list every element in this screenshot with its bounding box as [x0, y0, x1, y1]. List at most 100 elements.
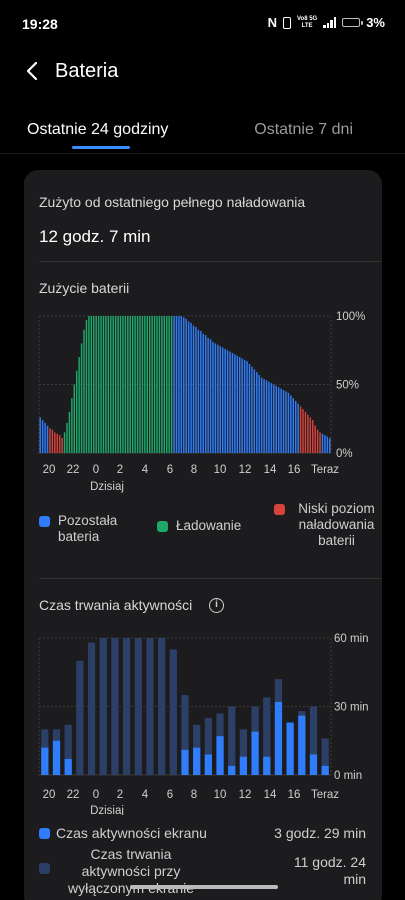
battery-bar	[229, 351, 231, 453]
battery-bar	[114, 316, 117, 453]
battery-bar	[241, 358, 243, 453]
battery-bar	[299, 406, 302, 453]
x-tick-label: 16	[288, 789, 301, 801]
battery-bar	[302, 409, 304, 453]
activity-bar-screen-off	[134, 638, 142, 775]
battery-bar	[326, 436, 329, 453]
legend-label: Niski poziom naładowania baterii	[298, 501, 375, 548]
activity-bar-screen	[239, 756, 248, 775]
legend-dot-red	[274, 504, 285, 515]
vibrate-icon	[282, 16, 291, 29]
back-arrow-icon[interactable]	[22, 60, 44, 82]
legend-label: Pozostała bateria	[58, 513, 118, 544]
x-tick-label: 10	[214, 789, 227, 801]
battery-bar	[129, 316, 131, 453]
battery-bar	[324, 435, 326, 453]
activity-bar-screen-off	[239, 729, 248, 775]
x-tick-label: Teraz	[311, 464, 339, 476]
battery-bar	[158, 316, 161, 453]
activity-bar-screen-off	[169, 649, 177, 775]
battery-bar	[107, 316, 110, 453]
battery-usage-chart[interactable]: 100% 50% 0% 20 22 0 2 4 6 8 10 12 14 16 Teraz Dzisiaj	[24, 310, 382, 500]
x-tick-label: 14	[264, 789, 277, 801]
battery-bar	[153, 316, 156, 453]
x-tick-label: 4	[142, 789, 149, 801]
battery-bar	[282, 389, 285, 453]
activity-bar-screen-off	[87, 642, 96, 775]
activity-bar-screen-off	[76, 660, 84, 775]
battery-bar	[136, 316, 139, 453]
battery-bar	[321, 433, 324, 453]
x-tick-label: 14	[264, 464, 277, 476]
legend-low-battery: Niski poziom naładowania baterii	[274, 501, 380, 549]
info-icon[interactable]: i	[209, 598, 224, 613]
x-tick-label: 20	[43, 464, 56, 476]
battery-icon	[342, 18, 364, 27]
battery-bar	[287, 392, 290, 453]
battery-bar	[49, 428, 51, 453]
battery-bar	[231, 352, 234, 453]
y-tick-label: 60 min	[334, 633, 369, 645]
battery-bar	[80, 343, 83, 453]
battery-bar	[88, 316, 90, 453]
battery-bar	[204, 335, 207, 453]
y-tick-label: 0%	[336, 448, 353, 460]
status-time: 19:28	[22, 16, 58, 32]
legend-label: Ładowanie	[176, 518, 242, 533]
x-tick-label: 22	[67, 464, 80, 476]
x-tick-label: 12	[239, 464, 252, 476]
legend-dot-green	[157, 521, 168, 532]
x-sublabel: Dzisiaj	[90, 805, 124, 815]
battery-bar	[187, 321, 190, 453]
battery-bar	[217, 344, 219, 453]
battery-bar	[197, 329, 200, 453]
activity-bar-screen-off	[204, 717, 212, 775]
battery-bar	[183, 317, 185, 453]
legend-dot-blue	[39, 828, 50, 839]
battery-bar	[285, 391, 287, 453]
battery-bar	[56, 433, 58, 453]
x-tick-label: Teraz	[311, 789, 339, 801]
usage-since-charge-value: 12 godz. 7 min	[39, 227, 151, 246]
battery-bar	[78, 357, 80, 453]
battery-bar	[263, 379, 265, 453]
notification-n-icon: N	[267, 15, 277, 30]
battery-bar	[314, 425, 316, 453]
x-tick-label: 6	[167, 464, 173, 476]
tab-last-24-hours[interactable]: Ostatnie 24 godziny	[27, 121, 169, 138]
x-tick-label: 4	[142, 464, 149, 476]
battery-bar	[207, 337, 209, 453]
activity-chart[interactable]: 60 min 30 min 0 min 20 22 0 2 4 6 8 10 12 14 16 Teraz D…	[24, 630, 382, 815]
battery-bar	[85, 320, 88, 453]
y-tick-label: 50%	[336, 380, 359, 392]
activity-bar-screen-off	[263, 697, 271, 775]
battery-bar	[265, 380, 268, 453]
activity-bar-screen	[204, 754, 212, 775]
battery-bar	[122, 316, 124, 453]
battery-bar	[105, 316, 107, 453]
battery-bar	[156, 316, 158, 453]
activity-bar-screen	[216, 736, 224, 775]
battery-bar	[83, 329, 85, 453]
battery-bar	[290, 395, 292, 453]
activity-bar-screen	[309, 754, 318, 775]
battery-bar	[144, 316, 146, 453]
battery-bar	[224, 348, 226, 453]
tab-last-7-days[interactable]: Ostatnie 7 dni	[254, 121, 353, 138]
battery-bar	[63, 432, 66, 453]
battery-bar	[112, 316, 114, 453]
x-tick-label: 2	[117, 464, 123, 476]
battery-bar	[168, 316, 170, 453]
battery-bar	[277, 387, 280, 453]
battery-bar	[202, 333, 204, 453]
activity-label: Czas aktywności ekranu	[56, 825, 207, 841]
activity-bar-screen	[41, 747, 49, 775]
activity-bar-screen-off	[158, 638, 166, 775]
battery-bar	[141, 316, 144, 453]
activity-label: Czas trwania aktywności przy wyłączonym …	[67, 846, 194, 896]
active-tab-indicator	[72, 146, 130, 149]
x-tick-label: 16	[288, 464, 301, 476]
battery-bar	[256, 372, 258, 453]
battery-bar	[54, 432, 56, 453]
battery-bar	[175, 316, 178, 453]
